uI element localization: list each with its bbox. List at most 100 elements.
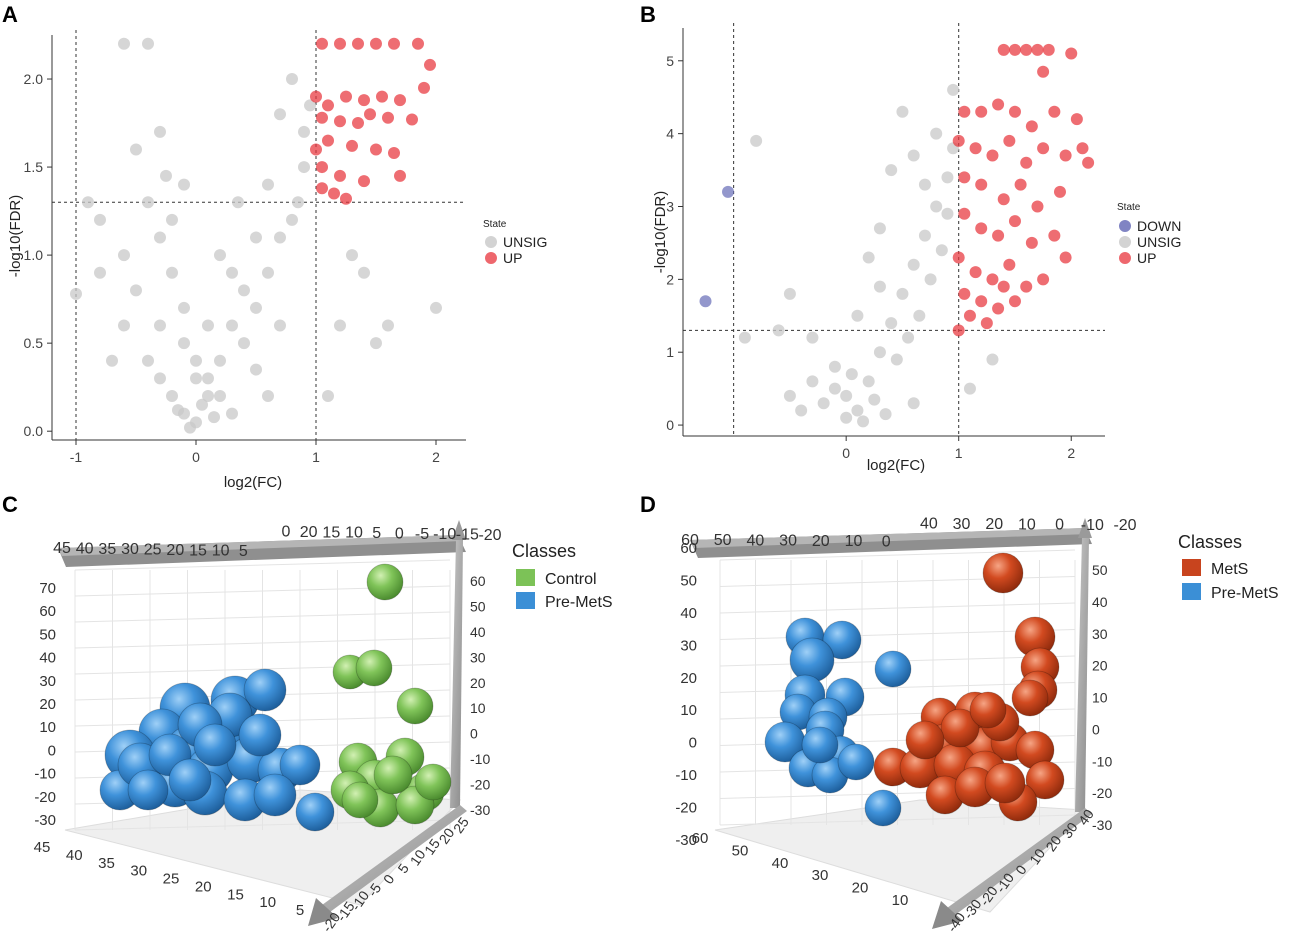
point-unsig [806,331,819,344]
point-unsig [298,125,310,138]
point-up [952,251,965,264]
point-up [997,280,1010,293]
point-unsig [930,200,943,213]
panel-label-c: C [2,492,18,517]
tick-label-3d: 40 [1092,594,1108,610]
tick-label-3d: 25 [144,542,162,559]
tick-label-3d: 40 [76,540,94,557]
panel-label-a: A [2,2,18,27]
tick-label-3d: -10 [1092,753,1112,769]
point-unsig [178,178,190,191]
point-up [1031,43,1044,56]
tick-label-3d: 40 [39,650,56,667]
point-unsig [334,319,346,332]
point-unsig [845,368,858,381]
point-unsig [250,231,262,244]
point-unsig [902,331,915,344]
point-unsig [935,244,948,257]
sphere-premets [168,758,212,802]
tick-label-3d: 30 [812,867,829,884]
point-unsig [118,319,130,332]
point-unsig [154,372,166,385]
tick-label-3d: 20 [166,542,184,559]
tick-label-3d: 30 [680,637,697,654]
point-up [1059,149,1072,162]
point-unsig [154,231,166,244]
tick-label-3d: 10 [845,533,863,550]
x-axis-label: log2(FC) [224,474,282,491]
point-up [370,37,382,50]
sphere-control [366,563,404,601]
y-tick-label: 0.5 [24,335,44,351]
point-unsig [286,73,298,86]
point-unsig [166,389,178,402]
point-up [388,37,400,50]
legend-item-up: UP [503,250,522,266]
tick-label-3d: 40 [772,855,789,872]
point-unsig [924,273,937,286]
point-up [1025,120,1038,133]
tick-label-3d: -20 [478,527,501,544]
point-up [394,169,406,182]
point-up [1003,258,1016,271]
point-unsig [783,389,796,402]
tick-label-3d: 20 [985,516,1003,533]
sphere-premets [874,650,912,688]
tick-label-3d: -30 [34,812,56,829]
tick-label-3d: -30 [470,802,490,818]
tick-label-3d: 0 [282,524,291,541]
point-unsig [873,280,886,293]
tick-label-3d: 20 [812,533,830,550]
sphere-mets [1025,760,1065,800]
point-unsig [941,171,954,184]
sphere-mets [905,720,945,760]
tick-label-3d: -10 [433,526,456,543]
point-unsig [250,301,262,314]
point-unsig [896,287,909,300]
tick-label-3d: 10 [1092,690,1108,706]
point-up [382,111,394,124]
point-up [1003,134,1016,147]
point-up [958,287,971,300]
tick-label-3d: -20 [34,789,56,806]
legend-title: State [1117,202,1141,213]
axis-arrow-depth [932,901,963,929]
tick-label-3d: 60 [681,532,699,549]
y-tick-label: 0.0 [24,423,44,439]
point-up [963,309,976,322]
point-unsig [226,407,238,420]
point-unsig [70,287,82,300]
point-unsig [851,309,864,322]
tick-label-3d: 60 [692,830,709,847]
point-unsig [190,372,202,385]
point-up [1053,185,1066,198]
point-unsig [879,408,892,421]
y-tick-label: 1.0 [24,247,44,263]
point-up [1020,43,1033,56]
y-tick-label: 1 [666,344,674,360]
point-unsig [890,353,903,366]
legend-item-unsig: UNSIG [1137,234,1181,250]
point-unsig [346,249,358,262]
point-unsig [232,196,244,209]
tick-label-3d: 5 [296,902,304,919]
sphere-control [341,781,379,819]
point-up [1037,65,1050,78]
point-unsig [430,301,442,314]
point-unsig [166,213,178,226]
point-unsig [907,149,920,162]
point-unsig [262,389,274,402]
tick-label-3d: -15 [456,527,479,544]
point-unsig [862,251,875,264]
point-up [975,105,988,118]
tick-label-3d: 10 [345,525,363,542]
point-unsig [130,284,142,297]
point-up [328,187,340,200]
legend-swatch-up [1119,252,1131,264]
point-up [322,134,334,147]
axis-arrow-depth [308,898,338,926]
point-up [418,81,430,94]
point-up [358,94,370,107]
tick-label-3d: 20 [195,878,212,895]
tick-label-3d: 45 [53,540,71,557]
